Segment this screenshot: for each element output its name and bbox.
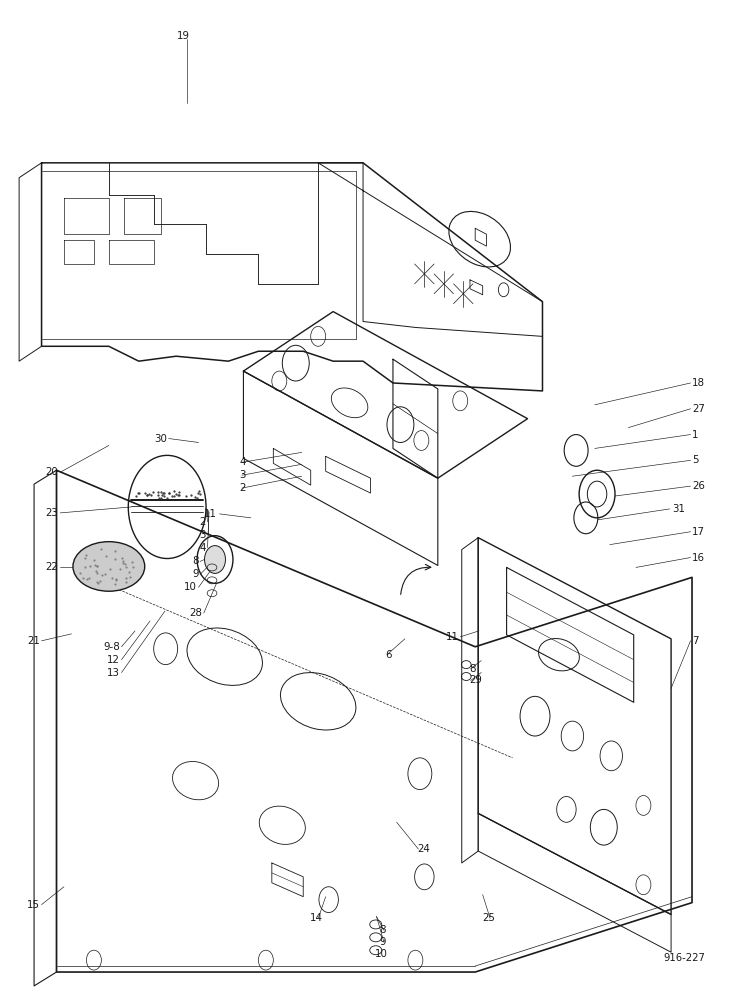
Text: 15: 15: [27, 900, 40, 910]
Text: 10: 10: [184, 582, 197, 592]
Text: 1: 1: [692, 430, 699, 440]
Text: 3: 3: [200, 530, 206, 540]
Text: 7: 7: [692, 636, 699, 646]
Text: 17: 17: [692, 527, 705, 537]
Text: 4: 4: [200, 543, 206, 553]
Text: 23: 23: [45, 508, 58, 518]
Text: 27: 27: [692, 404, 705, 414]
Text: 31: 31: [672, 504, 685, 514]
Ellipse shape: [73, 542, 144, 591]
Text: 11: 11: [446, 632, 459, 642]
Text: 11: 11: [204, 509, 217, 519]
Text: 21: 21: [27, 636, 40, 646]
Circle shape: [205, 546, 225, 573]
Text: 25: 25: [482, 913, 495, 923]
Text: 30: 30: [154, 434, 167, 444]
Text: 13: 13: [107, 668, 120, 678]
Text: 20: 20: [45, 467, 58, 477]
Text: 19: 19: [177, 31, 190, 41]
Text: 8: 8: [380, 925, 386, 935]
Text: 6: 6: [386, 650, 392, 660]
Text: 4: 4: [240, 457, 246, 467]
Text: 9-8: 9-8: [104, 642, 120, 652]
Text: 29: 29: [469, 675, 482, 685]
Text: 24: 24: [417, 844, 429, 854]
Text: 26: 26: [692, 481, 705, 491]
Text: 8: 8: [192, 556, 199, 566]
Text: 18: 18: [692, 378, 705, 388]
Text: 916-227: 916-227: [664, 953, 705, 963]
Text: 9: 9: [380, 937, 386, 947]
Text: 5: 5: [692, 455, 699, 465]
Text: 14: 14: [310, 913, 324, 923]
Text: 28: 28: [190, 608, 203, 618]
Text: 2: 2: [200, 517, 206, 527]
Text: 2: 2: [240, 483, 246, 493]
Text: 8: 8: [469, 664, 476, 674]
Text: 3: 3: [240, 470, 246, 480]
Text: 16: 16: [692, 553, 705, 563]
Text: 12: 12: [107, 655, 120, 665]
Text: 9: 9: [192, 569, 199, 579]
Text: 22: 22: [45, 562, 58, 572]
Text: 10: 10: [374, 949, 387, 959]
